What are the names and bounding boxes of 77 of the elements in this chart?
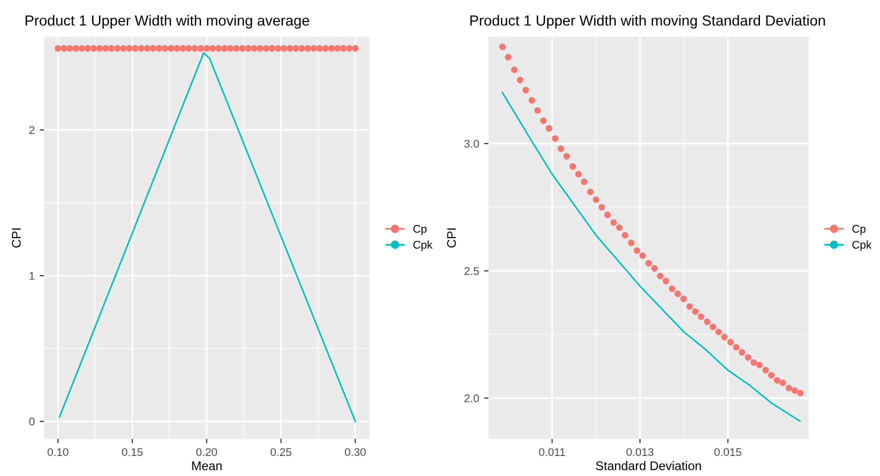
point: [628, 240, 634, 246]
point: [686, 303, 693, 310]
point: [552, 135, 558, 142]
point: [546, 125, 552, 132]
chart-title: Product 1 Upper Width with moving average: [26, 14, 310, 29]
point: [704, 318, 710, 326]
point: [762, 366, 769, 374]
point: [721, 334, 728, 340]
point: [575, 170, 582, 178]
chart-title: Product 1 Upper Width with moving Standard Deviation: [470, 14, 825, 29]
point: [634, 247, 640, 254]
point: [668, 285, 676, 292]
point: [511, 66, 518, 74]
point: [504, 54, 512, 60]
point: [580, 178, 588, 186]
point: [651, 265, 658, 272]
x-tick-label: 0.015: [714, 448, 742, 456]
y-tick-label: 3.0: [464, 140, 479, 148]
point: [791, 387, 798, 394]
line-series: [502, 92, 801, 422]
point: [622, 232, 628, 238]
y-tick-label: 2: [29, 126, 34, 134]
point: [616, 224, 623, 231]
point: [662, 278, 670, 284]
legend-label: Cpk: [852, 240, 872, 251]
point: [516, 76, 524, 84]
y-tick-label: 2.0: [464, 394, 479, 402]
y-tick-label: 1: [30, 272, 34, 280]
point: [698, 313, 704, 320]
y-tick-label: 0: [29, 418, 35, 426]
point: [744, 354, 752, 361]
x-axis-title: Mean: [192, 461, 222, 470]
point: [604, 212, 611, 218]
point: [750, 359, 758, 366]
point: [610, 219, 617, 226]
point: [710, 324, 716, 330]
point: [540, 117, 547, 124]
x-tick-label: 0.20: [196, 448, 218, 456]
x-axis-title: Standard Deviation: [596, 461, 701, 470]
legend-label: Cp: [413, 224, 427, 235]
point: [774, 377, 780, 384]
point: [756, 362, 763, 368]
x-tick-label: 0.30: [344, 448, 366, 456]
point: [727, 338, 734, 346]
y-tick-label: 2.5: [464, 267, 479, 275]
point: [592, 196, 600, 203]
point: [738, 349, 746, 356]
point: [646, 260, 652, 266]
point: [780, 380, 786, 386]
point: [522, 86, 530, 94]
point: [639, 252, 646, 259]
point: [715, 328, 722, 336]
point: [797, 390, 804, 396]
legend-label: Cpk: [413, 240, 433, 251]
point: [732, 344, 740, 350]
y-axis-title: CPI: [447, 228, 456, 248]
x-tick-label: 0.15: [122, 448, 143, 456]
point: [786, 384, 792, 392]
point: [558, 145, 564, 152]
point: [528, 97, 536, 104]
point: [534, 107, 541, 114]
point: [499, 44, 506, 50]
point: [587, 188, 594, 196]
point: [563, 153, 570, 160]
point: [656, 272, 664, 280]
point: [570, 163, 576, 170]
point: [674, 290, 682, 298]
point: [680, 296, 687, 302]
x-tick-label: 0.10: [48, 448, 68, 456]
point: [692, 308, 699, 315]
x-tick-label: 0.013: [626, 448, 654, 456]
x-tick-label: 0.25: [270, 448, 292, 456]
legend-label: Cp: [852, 224, 866, 235]
point: [598, 204, 606, 210]
point: [768, 372, 775, 378]
x-tick-label: 0.011: [539, 448, 566, 456]
y-axis-title: CPI: [12, 228, 21, 248]
